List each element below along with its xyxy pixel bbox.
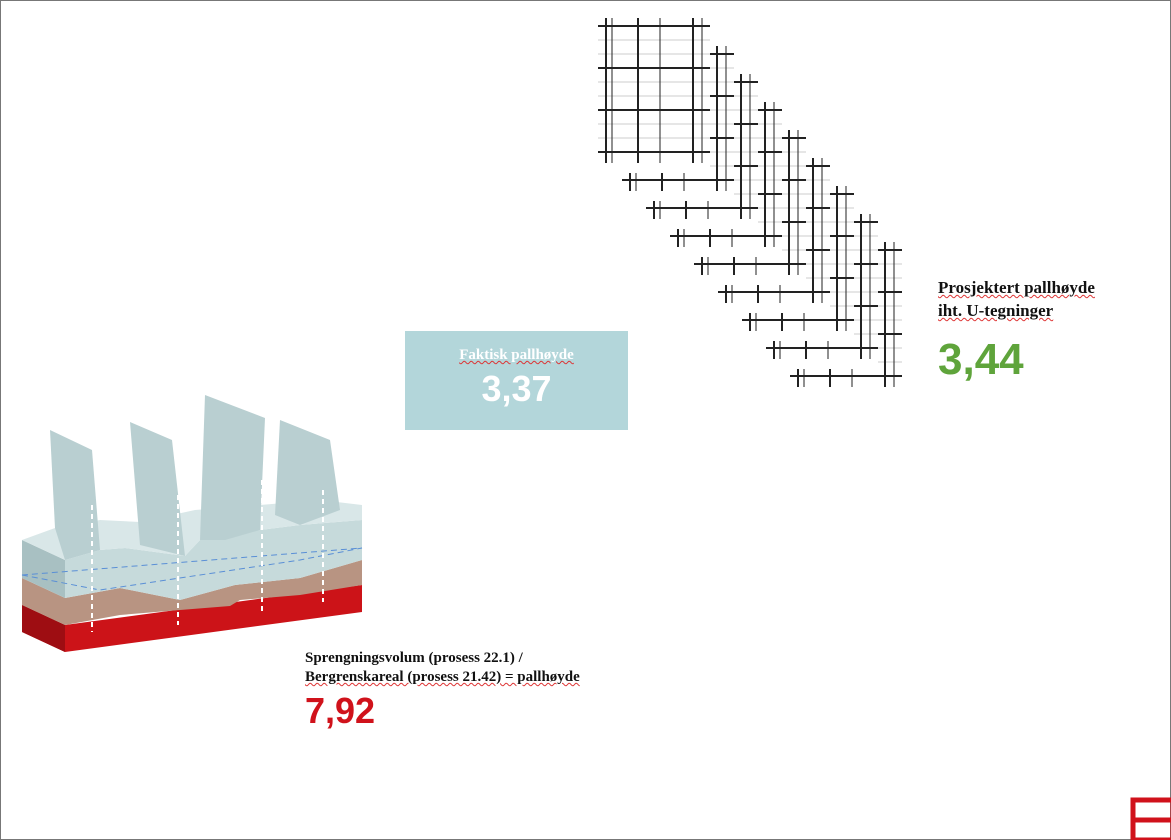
fin	[50, 430, 100, 560]
calc-label: Sprengningsvolum (prosess 22.1) /	[305, 650, 523, 666]
actual-label: Faktisk pallhøyde	[459, 347, 574, 363]
projected-value: 3,44	[938, 335, 1024, 384]
drawing-sheet	[598, 18, 710, 173]
rock-illustration	[21, 395, 363, 652]
fin	[275, 420, 340, 525]
fin	[200, 395, 265, 540]
level-line	[21, 547, 363, 591]
projected-label: Prosjektert pallhøyde	[938, 278, 1095, 297]
calc-label: Bergrenskareal (prosess 21.42) = pallhøy…	[305, 669, 580, 685]
actual-box	[405, 331, 628, 430]
projected-label: iht. U-tegninger	[938, 301, 1054, 320]
drawing-stack	[598, 18, 902, 397]
red-side	[22, 605, 65, 652]
fin	[130, 422, 185, 556]
body-side	[22, 540, 65, 598]
rock-layer	[22, 560, 362, 625]
height-arrows	[91, 480, 324, 632]
red-layer	[22, 585, 362, 652]
actual-value: 3,37	[481, 368, 552, 409]
logo	[1130, 797, 1171, 840]
calc-value: 7,92	[305, 690, 376, 731]
